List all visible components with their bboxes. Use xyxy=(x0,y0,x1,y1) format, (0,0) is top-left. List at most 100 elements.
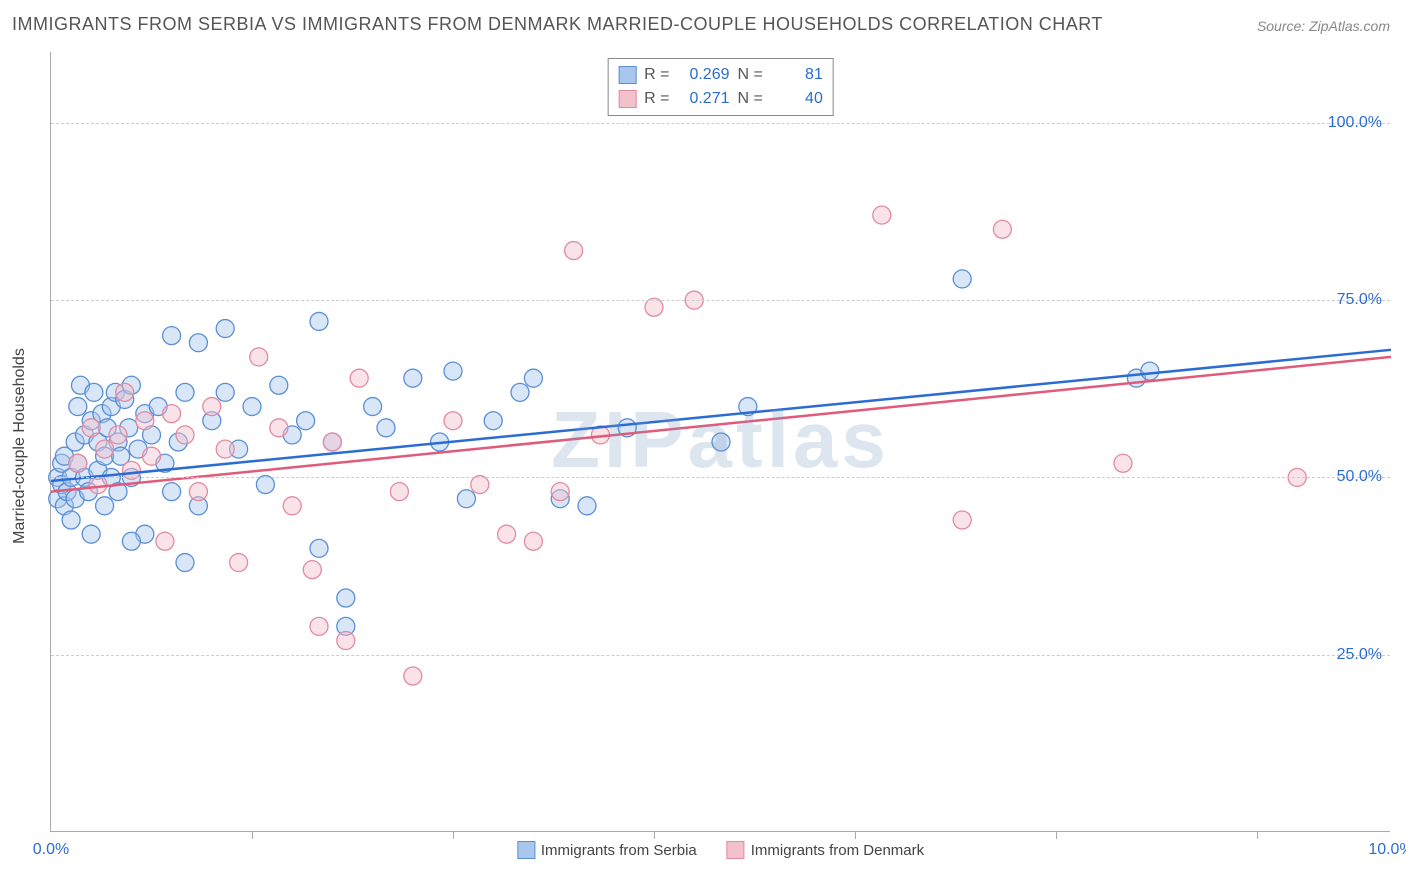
data-point xyxy=(310,539,328,557)
data-point xyxy=(109,426,127,444)
data-point xyxy=(310,312,328,330)
data-point xyxy=(216,440,234,458)
data-point xyxy=(176,426,194,444)
data-point xyxy=(404,369,422,387)
data-point xyxy=(85,383,103,401)
x-minor-tick xyxy=(1056,831,1057,839)
data-point xyxy=(243,398,261,416)
legend-stats-row: R = 0.271 N = 40 xyxy=(618,87,823,111)
data-point xyxy=(216,320,234,338)
chart-container: IMMIGRANTS FROM SERBIA VS IMMIGRANTS FRO… xyxy=(0,0,1406,892)
legend-label-denmark: Immigrants from Denmark xyxy=(751,842,924,859)
legend-swatch-serbia xyxy=(517,841,535,859)
legend-label-serbia: Immigrants from Serbia xyxy=(541,842,697,859)
legend-r-label: R = xyxy=(644,63,669,87)
y-tick-label: 100.0% xyxy=(1328,114,1382,132)
legend-r-value-serbia: 0.269 xyxy=(678,63,730,87)
legend-swatch-serbia xyxy=(618,66,636,84)
data-point xyxy=(1114,454,1132,472)
x-minor-tick xyxy=(252,831,253,839)
data-point xyxy=(189,483,207,501)
y-axis-label: Married-couple Households xyxy=(11,348,29,544)
data-point xyxy=(156,532,174,550)
y-tick-label: 75.0% xyxy=(1337,291,1382,309)
data-point xyxy=(310,617,328,635)
legend-r-label: R = xyxy=(644,87,669,111)
data-point xyxy=(203,398,221,416)
legend-swatch-denmark xyxy=(618,90,636,108)
data-point xyxy=(565,242,583,260)
data-point xyxy=(364,398,382,416)
data-point xyxy=(953,511,971,529)
data-point xyxy=(484,412,502,430)
data-point xyxy=(270,376,288,394)
data-point xyxy=(578,497,596,515)
data-point xyxy=(337,632,355,650)
legend-item-serbia: Immigrants from Serbia xyxy=(517,841,697,859)
legend-bottom: Immigrants from Serbia Immigrants from D… xyxy=(517,841,924,859)
data-point xyxy=(96,497,114,515)
legend-r-value-denmark: 0.271 xyxy=(678,87,730,111)
data-point xyxy=(163,483,181,501)
data-point xyxy=(122,532,140,550)
data-point xyxy=(953,270,971,288)
x-tick-label: 0.0% xyxy=(33,841,69,859)
data-point xyxy=(712,433,730,451)
y-tick-label: 50.0% xyxy=(1337,468,1382,486)
data-point xyxy=(873,206,891,224)
data-point xyxy=(176,383,194,401)
x-minor-tick xyxy=(1257,831,1258,839)
plot-area: R = 0.269 N = 81 R = 0.271 N = 40 ZIPatl… xyxy=(50,52,1390,832)
data-point xyxy=(1141,362,1159,380)
data-point xyxy=(82,419,100,437)
data-point xyxy=(69,454,87,472)
legend-n-label: N = xyxy=(738,87,763,111)
legend-stats: R = 0.269 N = 81 R = 0.271 N = 40 xyxy=(607,58,834,116)
data-point xyxy=(163,405,181,423)
data-point xyxy=(96,440,114,458)
data-point xyxy=(297,412,315,430)
legend-item-denmark: Immigrants from Denmark xyxy=(727,841,924,859)
data-point xyxy=(993,220,1011,238)
data-point xyxy=(323,433,341,451)
data-point xyxy=(350,369,368,387)
scatter-plot xyxy=(51,52,1390,831)
data-point xyxy=(337,589,355,607)
data-point xyxy=(189,334,207,352)
data-point xyxy=(176,554,194,572)
data-point xyxy=(511,383,529,401)
data-point xyxy=(230,554,248,572)
data-point xyxy=(444,362,462,380)
data-point xyxy=(62,511,80,529)
legend-n-value-serbia: 81 xyxy=(771,63,823,87)
y-tick-label: 25.0% xyxy=(1337,646,1382,664)
x-minor-tick xyxy=(453,831,454,839)
data-point xyxy=(390,483,408,501)
legend-swatch-denmark xyxy=(727,841,745,859)
data-point xyxy=(303,561,321,579)
data-point xyxy=(250,348,268,366)
x-tick-label: 10.0% xyxy=(1368,841,1406,859)
grid-line xyxy=(51,655,1390,656)
data-point xyxy=(270,419,288,437)
x-minor-tick xyxy=(855,831,856,839)
data-point xyxy=(69,398,87,416)
data-point xyxy=(283,497,301,515)
data-point xyxy=(216,383,234,401)
data-point xyxy=(143,447,161,465)
data-point xyxy=(163,327,181,345)
data-point xyxy=(457,490,475,508)
data-point xyxy=(551,483,569,501)
x-minor-tick xyxy=(654,831,655,839)
data-point xyxy=(82,525,100,543)
legend-n-value-denmark: 40 xyxy=(771,87,823,111)
grid-line xyxy=(51,123,1390,124)
data-point xyxy=(498,525,516,543)
grid-line xyxy=(51,477,1390,478)
data-point xyxy=(444,412,462,430)
data-point xyxy=(404,667,422,685)
data-point xyxy=(377,419,395,437)
data-point xyxy=(524,369,542,387)
trend-line xyxy=(51,357,1391,492)
data-point xyxy=(116,383,134,401)
